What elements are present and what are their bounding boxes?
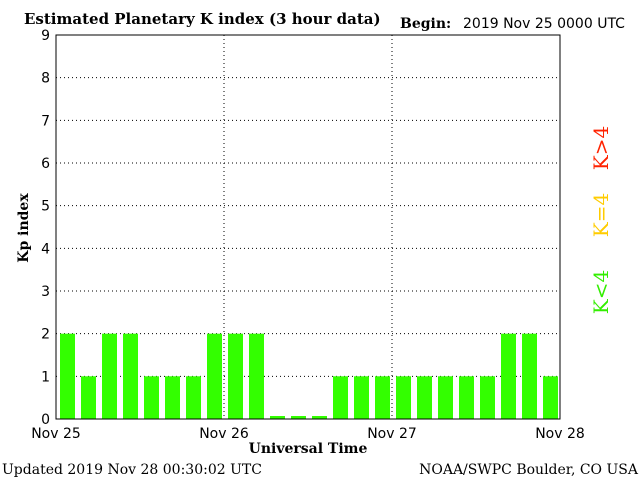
kp-bar	[522, 333, 537, 419]
kp-bar	[501, 333, 516, 419]
chart-title: Estimated Planetary K index (3 hour data…	[24, 10, 381, 28]
kp-bar	[312, 416, 327, 419]
kp-bar	[291, 416, 306, 419]
kp-bar	[396, 376, 411, 419]
kp-bar	[144, 376, 159, 419]
y-tick-label: 0	[41, 412, 50, 428]
kp-bar	[333, 376, 348, 419]
legend-k-greater-4: K>4	[589, 126, 613, 170]
y-tick-label: 8	[41, 71, 50, 87]
kp-bar	[165, 376, 180, 419]
kp-bar	[480, 376, 495, 419]
y-tick-label: 5	[41, 199, 50, 215]
kp-bar	[354, 376, 369, 419]
plot-area	[56, 35, 560, 419]
plot-frame	[55, 34, 561, 420]
updated-timestamp: Updated 2019 Nov 28 00:30:02 UTC	[2, 462, 262, 478]
x-tick-label: Nov 28	[535, 426, 585, 442]
y-tick-label: 6	[41, 156, 50, 172]
legend-k-less-4: K<4	[589, 270, 613, 314]
kp-bar	[123, 333, 138, 419]
kp-bar	[228, 333, 243, 419]
begin-value: 2019 Nov 25 0000 UTC	[463, 16, 625, 32]
bar-series	[60, 333, 558, 419]
kp-bar	[543, 376, 558, 419]
kp-bar	[375, 376, 390, 419]
x-tick-labels: Nov 25 Nov 26 Nov 27 Nov 28	[31, 426, 585, 442]
y-tick-label: 1	[41, 369, 50, 385]
y-tick-label: 2	[41, 327, 50, 343]
x-tick-label: Nov 25	[31, 426, 81, 442]
x-tick-label: Nov 26	[199, 426, 249, 442]
kp-bar	[81, 376, 96, 419]
kp-bar	[438, 376, 453, 419]
source-credit: NOAA/SWPC Boulder, CO USA	[419, 462, 639, 478]
kp-bar	[417, 376, 432, 419]
kp-bar	[207, 333, 222, 419]
kp-bar	[270, 416, 285, 419]
kp-bar	[102, 333, 117, 419]
y-tick-labels: 0 1 2 3 4 5 6 7 8 9	[41, 28, 50, 428]
legend-k-equal-4: K=4	[589, 193, 613, 237]
kp-bar	[60, 333, 75, 419]
begin-label: Begin:	[400, 16, 451, 32]
x-axis-label: Universal Time	[249, 441, 368, 457]
kp-bar	[459, 376, 474, 419]
kp-bar	[186, 376, 201, 419]
x-tick-label: Nov 27	[367, 426, 417, 442]
y-axis-label: Kp index	[16, 193, 32, 263]
y-tick-label: 9	[41, 28, 50, 44]
y-tick-label: 3	[41, 284, 50, 300]
kp-bar	[249, 333, 264, 419]
gridlines	[56, 35, 560, 419]
y-tick-label: 7	[41, 113, 50, 129]
y-tick-label: 4	[41, 241, 50, 257]
